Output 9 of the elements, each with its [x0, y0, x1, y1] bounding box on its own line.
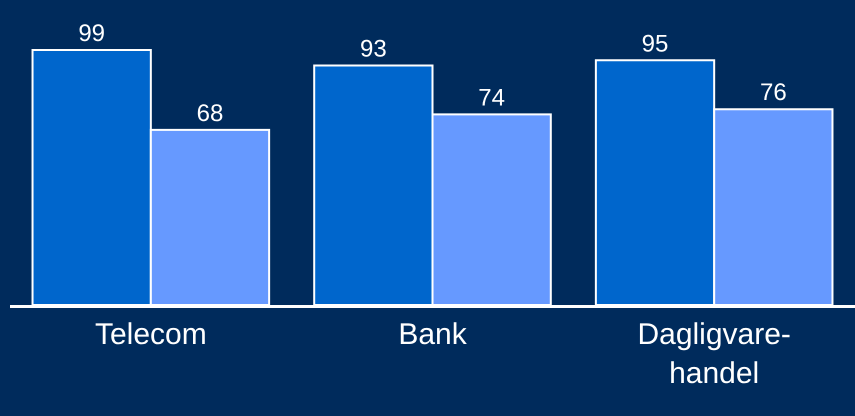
- data-label: 68: [196, 100, 224, 127]
- x-tick-label: Dagligvare- handel: [637, 318, 791, 390]
- data-label: 76: [760, 79, 787, 106]
- data-label: 74: [478, 84, 505, 112]
- data-label: 99: [78, 20, 106, 47]
- x-tick-label: Telecom: [94, 318, 207, 351]
- x-tick-label: Bank: [398, 318, 468, 351]
- data-label: 93: [360, 35, 387, 62]
- data-label: 95: [642, 30, 668, 58]
